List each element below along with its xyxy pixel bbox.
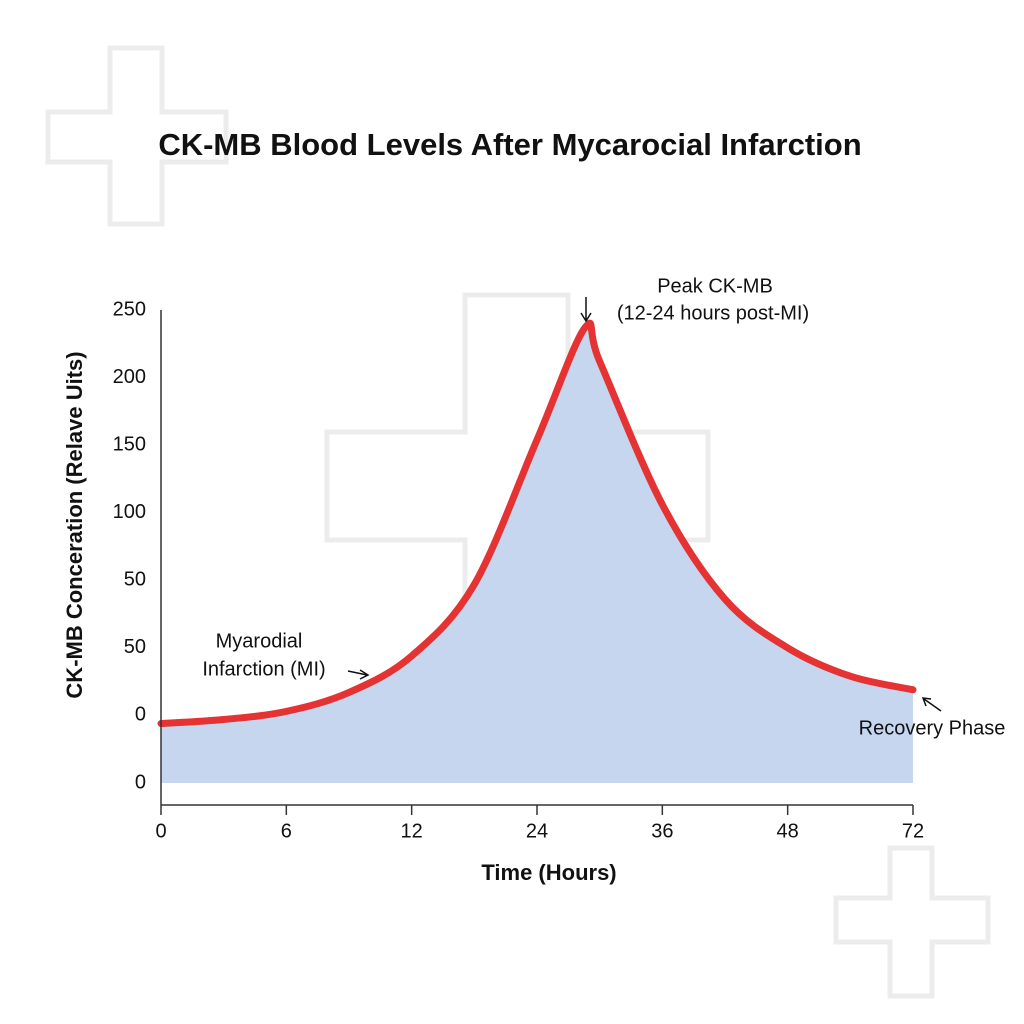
annotation-arrow — [347, 669, 370, 680]
annotation: Peak CK-MB — [657, 275, 773, 297]
y-tick-label: 250 — [113, 298, 146, 320]
y-tick-label: 0 — [135, 771, 146, 793]
y-axis-label: CK-MB Conceration (Relave Uits) — [62, 351, 87, 698]
x-tick-label: 36 — [651, 820, 673, 842]
annotation-arrow — [580, 297, 592, 323]
y-tick-label: 50 — [124, 636, 146, 658]
x-tick-label: 72 — [902, 820, 924, 842]
annotation: (12-24 hours post-MI) — [617, 302, 809, 324]
x-tick-label: 6 — [281, 820, 292, 842]
annotation: Myarodial — [216, 630, 303, 652]
x-tick-label: 0 — [155, 820, 166, 842]
y-tick-label: 150 — [113, 433, 146, 455]
x-tick-label: 48 — [777, 820, 799, 842]
y-tick-label: 100 — [113, 501, 146, 523]
y-tick-label: 200 — [113, 366, 146, 388]
area — [161, 323, 913, 783]
annotation: Infarction (MI) — [202, 658, 325, 680]
annotation-arrow — [921, 697, 942, 712]
annotation: Recovery Phase — [859, 717, 1006, 739]
chart-title: CK-MB Blood Levels After Mycarocial Infa… — [158, 127, 861, 162]
y-tick-label: 0 — [135, 704, 146, 726]
x-tick-label: 24 — [526, 820, 548, 842]
line — [157, 319, 917, 728]
y-tick-label: 50 — [124, 569, 146, 591]
x-axis-label: Time (Hours) — [481, 860, 616, 885]
x-tick-label: 12 — [401, 820, 423, 842]
